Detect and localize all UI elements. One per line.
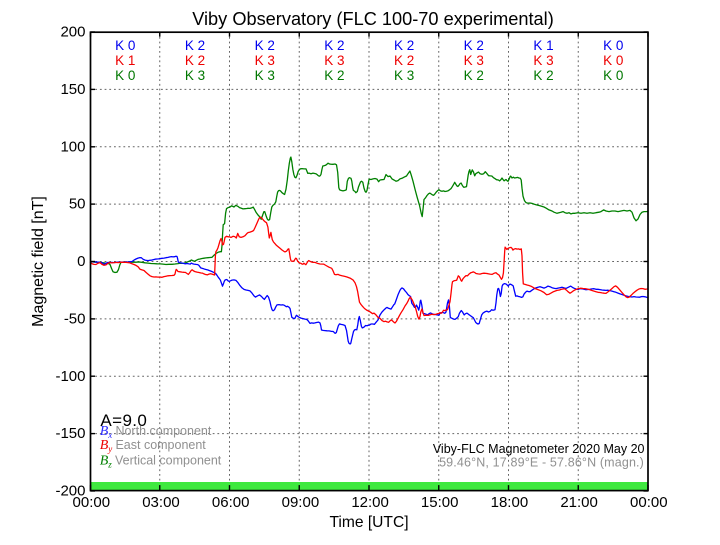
svg-text:K 2: K 2 xyxy=(185,38,205,53)
svg-text:K 0: K 0 xyxy=(115,68,135,83)
svg-text:03:00: 03:00 xyxy=(142,494,180,511)
svg-text:K 3: K 3 xyxy=(394,68,414,83)
svg-text:Viby-FLC Magnetometer 2020 May: Viby-FLC Magnetometer 2020 May 20 xyxy=(433,442,645,456)
svg-text:-150: -150 xyxy=(55,425,85,442)
svg-text:200: 200 xyxy=(60,24,85,41)
svg-text:21:00: 21:00 xyxy=(560,494,598,511)
svg-text:K 3: K 3 xyxy=(464,53,484,68)
svg-text:K 2: K 2 xyxy=(185,53,205,68)
svg-text:K 0: K 0 xyxy=(603,53,623,68)
svg-text:Magnetic field [nT]: Magnetic field [nT] xyxy=(30,196,47,327)
svg-text:K 0: K 0 xyxy=(115,38,135,53)
svg-text:-50: -50 xyxy=(64,311,86,328)
svg-text:K 3: K 3 xyxy=(255,68,275,83)
svg-text:K 3: K 3 xyxy=(324,53,344,68)
svg-text:K 2: K 2 xyxy=(464,38,484,53)
svg-text:150: 150 xyxy=(60,81,85,98)
svg-text:K 3: K 3 xyxy=(255,53,275,68)
svg-text:12:00: 12:00 xyxy=(351,494,389,511)
svg-text:K 1: K 1 xyxy=(115,53,135,68)
svg-text:Time [UTC]: Time [UTC] xyxy=(329,514,408,531)
svg-text:06:00: 06:00 xyxy=(212,494,250,511)
svg-text:K 2: K 2 xyxy=(394,38,414,53)
svg-text:K 0: K 0 xyxy=(603,68,623,83)
svg-text:K 1: K 1 xyxy=(533,38,553,53)
svg-text:K 2: K 2 xyxy=(394,53,414,68)
svg-text:K 2: K 2 xyxy=(464,68,484,83)
svg-text:00:00: 00:00 xyxy=(73,494,111,511)
svg-text:0: 0 xyxy=(77,253,85,270)
svg-text:K 2: K 2 xyxy=(324,38,344,53)
svg-text:K 2: K 2 xyxy=(324,68,344,83)
svg-text:K 2: K 2 xyxy=(533,68,553,83)
svg-text:00:00: 00:00 xyxy=(630,494,668,511)
svg-text:50: 50 xyxy=(69,196,86,213)
svg-text:K 3: K 3 xyxy=(533,53,553,68)
svg-text:A=9.0: A=9.0 xyxy=(100,411,147,430)
svg-text:K 2: K 2 xyxy=(255,38,275,53)
svg-text:09:00: 09:00 xyxy=(282,494,320,511)
svg-text:18:00: 18:00 xyxy=(491,494,529,511)
svg-text:Viby Observatory (FLC 100-70 e: Viby Observatory (FLC 100-70 experimenta… xyxy=(192,9,554,29)
svg-text:K 0: K 0 xyxy=(603,38,623,53)
svg-text:K 3: K 3 xyxy=(185,68,205,83)
svg-text:100: 100 xyxy=(60,138,85,155)
svg-text:59.46°N, 17.89°E - 57.86°N (ma: 59.46°N, 17.89°E - 57.86°N (magn.) xyxy=(439,456,644,470)
svg-text:-100: -100 xyxy=(55,368,85,385)
svg-text:15:00: 15:00 xyxy=(421,494,459,511)
svg-text:-200: -200 xyxy=(55,483,85,500)
